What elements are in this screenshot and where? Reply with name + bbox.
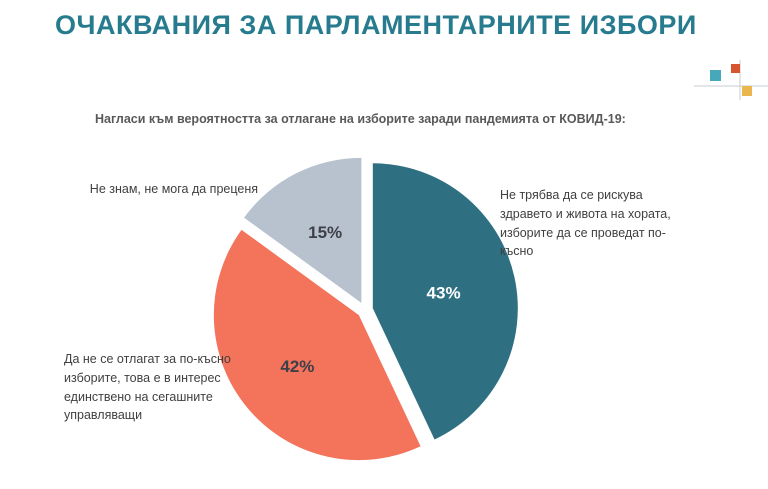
callout-dont-know: Не знам, не мога да преценя	[89, 182, 258, 196]
callout-no-postpone: Да не се отлагат за по-късно изборите, т…	[64, 352, 231, 423]
chart-title: Нагласи към вероятността за отлагане на …	[95, 112, 626, 126]
pie-slice	[372, 163, 518, 440]
pie-slice	[213, 229, 421, 461]
pie-percent-label: 42%	[280, 357, 314, 376]
pie-percent-label: 43%	[427, 283, 461, 302]
decoration-square-teal	[710, 70, 721, 81]
pie-percent-label: 15%	[308, 223, 342, 242]
decoration-square-yellow	[742, 86, 752, 96]
page-title: ОЧАКВАНИЯ ЗА ПАРЛАМЕНТАРНИТЕ ИЗБОРИ	[55, 10, 697, 40]
pie-chart: 43% 42% 15%	[213, 157, 518, 461]
pie-slice	[244, 157, 362, 303]
decoration-square-red	[731, 64, 740, 73]
corner-decoration	[694, 60, 768, 100]
callout-postpone: Не трябва да се рискува здравето и живот…	[500, 188, 671, 259]
